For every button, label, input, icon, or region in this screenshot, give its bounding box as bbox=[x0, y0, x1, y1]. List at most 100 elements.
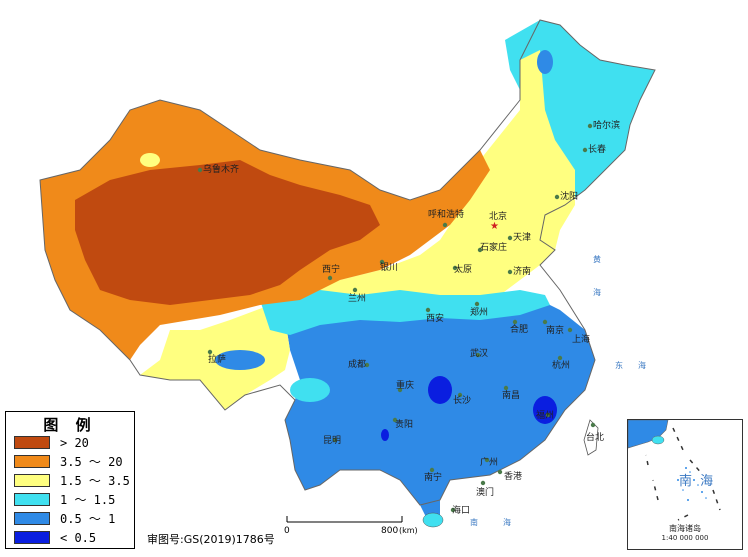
city-dot-changsha bbox=[457, 392, 463, 398]
hainan bbox=[422, 512, 444, 528]
legend-swatch bbox=[14, 436, 50, 449]
sea-label-nan-2: 海 bbox=[503, 517, 511, 527]
region-1-1.5-central bbox=[260, 290, 550, 335]
city-label-urumqi: 乌鲁木齐 bbox=[203, 163, 239, 175]
city-dot-zhengzhou bbox=[474, 301, 480, 307]
city-dot-xian bbox=[425, 307, 431, 313]
city-dot-taiyuan bbox=[452, 265, 458, 271]
city-label-zhengzhou: 郑州 bbox=[470, 306, 488, 318]
city-label-xian: 西安 bbox=[426, 312, 444, 324]
city-dot-kunming bbox=[332, 437, 338, 443]
city-dot-chengdu bbox=[364, 362, 370, 368]
city-label-beijing: 北京 bbox=[489, 210, 507, 222]
city-dot-xining bbox=[327, 275, 333, 281]
sea-label-dong: 东 bbox=[615, 360, 623, 370]
region-lt-0.5-c bbox=[537, 50, 553, 74]
legend-item-lt-0.5: < 0.5 bbox=[14, 530, 96, 545]
city-dot-shijiazhuang bbox=[477, 247, 483, 253]
region-0.5-1 bbox=[282, 295, 595, 525]
city-label-lhasa: 拉萨 bbox=[208, 353, 226, 365]
scale-bar-end: 800 bbox=[381, 526, 398, 536]
city-dot-lanzhou bbox=[352, 287, 358, 293]
city-dot-guangzhou bbox=[484, 457, 490, 463]
city-label-kunming: 昆明 bbox=[323, 435, 341, 446]
city-label-changchun: 长春 bbox=[588, 143, 606, 155]
scale-bar-unit: (km) bbox=[399, 526, 418, 535]
map-review-number: 审图号:GS(2019)1786号 bbox=[147, 533, 275, 546]
city-dot-wuhan bbox=[475, 352, 481, 358]
city-label-harbin: 哈尔滨 bbox=[593, 119, 620, 131]
city-dot-guiyang bbox=[392, 417, 398, 423]
city-label-shanghai: 上海 bbox=[572, 333, 590, 345]
legend-label: 1 ～ 1.5 bbox=[60, 493, 116, 507]
city-label-guangzhou: 广州 bbox=[480, 456, 498, 468]
city-label-chongqing: 重庆 bbox=[396, 379, 414, 391]
legend-label: > 20 bbox=[60, 435, 89, 450]
city-dot-hohhot bbox=[442, 222, 448, 228]
city-label-shijiazhuang: 石家庄 bbox=[480, 241, 507, 253]
legend-swatch bbox=[14, 455, 50, 468]
legend-title: 图 例 bbox=[43, 416, 97, 434]
legend-swatch bbox=[14, 493, 50, 506]
capital-star-icon: ★ bbox=[490, 221, 499, 232]
inset-nine-dash-line bbox=[645, 427, 721, 521]
country-outline bbox=[39, 19, 656, 506]
city-label-shenyang: 沈阳 bbox=[560, 190, 578, 202]
region-1.5-3.5 bbox=[140, 50, 575, 410]
city-dot-hangzhou bbox=[557, 355, 563, 361]
city-label-hangzhou: 杭州 bbox=[552, 359, 570, 371]
city-label-guiyang: 贵阳 bbox=[395, 418, 413, 430]
city-dot-harbin bbox=[587, 123, 593, 129]
city-label-tianjin: 天津 bbox=[513, 232, 531, 243]
city-dot-fuzhou bbox=[545, 412, 551, 418]
region-lt-0.5-a bbox=[428, 376, 452, 404]
city-dot-haikou bbox=[450, 507, 456, 513]
city-label-yinchuan: 银川 bbox=[380, 261, 398, 273]
city-label-nanning: 南宁 bbox=[424, 471, 442, 483]
city-label-nanchang: 南昌 bbox=[502, 389, 520, 401]
legend-label: 1.5 ～ 3.5 bbox=[60, 474, 130, 488]
city-label-macau: 澳门 bbox=[476, 486, 494, 498]
inset-islands-name: 南海诸岛 bbox=[669, 524, 701, 533]
legend-swatch bbox=[14, 512, 50, 525]
inset-map bbox=[628, 420, 721, 521]
city-dot-hefei bbox=[512, 319, 518, 325]
city-dot-nanning bbox=[429, 467, 435, 473]
legend-item-3.5-20: 3.5 ～ 20 bbox=[14, 454, 123, 469]
legend-item-0.5-1: 0.5 ～ 1 bbox=[14, 511, 115, 526]
region-lt-0.5-d bbox=[381, 429, 389, 441]
city-label-hohhot: 呼和浩特 bbox=[428, 208, 464, 220]
legend: 图 例 > 20 3.5 ～ 20 1.5 ～ 3.5 1 ～ 1.5 0.5 … bbox=[5, 411, 135, 549]
city-label-taipei: 台北 bbox=[586, 431, 604, 443]
inset-scale: 1:40 000 000 bbox=[661, 534, 709, 542]
legend-item-gt-20: > 20 bbox=[14, 435, 89, 450]
legend-swatch bbox=[14, 531, 50, 544]
scale-bar-start: 0 bbox=[284, 526, 290, 536]
city-dot-shenyang bbox=[554, 194, 560, 200]
city-label-hongkong: 香港 bbox=[504, 470, 522, 482]
legend-item-1.5-3.5: 1.5 ～ 3.5 bbox=[14, 473, 130, 488]
city-dot-changchun bbox=[582, 147, 588, 153]
city-label-jinan: 济南 bbox=[513, 265, 531, 277]
city-label-haikou: 海口 bbox=[452, 504, 470, 516]
region-1-1.5-tibet bbox=[215, 350, 265, 370]
city-dot-taipei bbox=[590, 422, 596, 428]
region-gt-20 bbox=[75, 160, 380, 305]
inset-islands bbox=[677, 467, 707, 501]
city-label-taiyuan: 太原 bbox=[454, 263, 472, 275]
sea-label-nan: 南 bbox=[470, 517, 478, 527]
city-dot-nanchang bbox=[503, 385, 509, 391]
city-dot-nanjing bbox=[542, 319, 548, 325]
legend-label: 3.5 ～ 20 bbox=[60, 455, 123, 469]
city-dot-macau bbox=[480, 480, 486, 486]
legend-swatch bbox=[14, 474, 50, 487]
inset-hainan bbox=[651, 435, 665, 445]
sea-label-huang-2: 海 bbox=[593, 287, 601, 297]
legend-label: < 0.5 bbox=[60, 530, 97, 545]
city-label-changsha: 长沙 bbox=[453, 394, 471, 406]
city-label-chengdu: 成都 bbox=[348, 358, 366, 370]
inset-coast bbox=[628, 420, 669, 449]
city-markers: 乌鲁木齐 哈尔滨 长春 沈阳 呼和浩特 北京 ★ 天津 石家庄 太原 济南 银川… bbox=[197, 119, 620, 516]
city-dot-jinan bbox=[507, 269, 513, 275]
city-dot-shanghai bbox=[567, 327, 573, 333]
